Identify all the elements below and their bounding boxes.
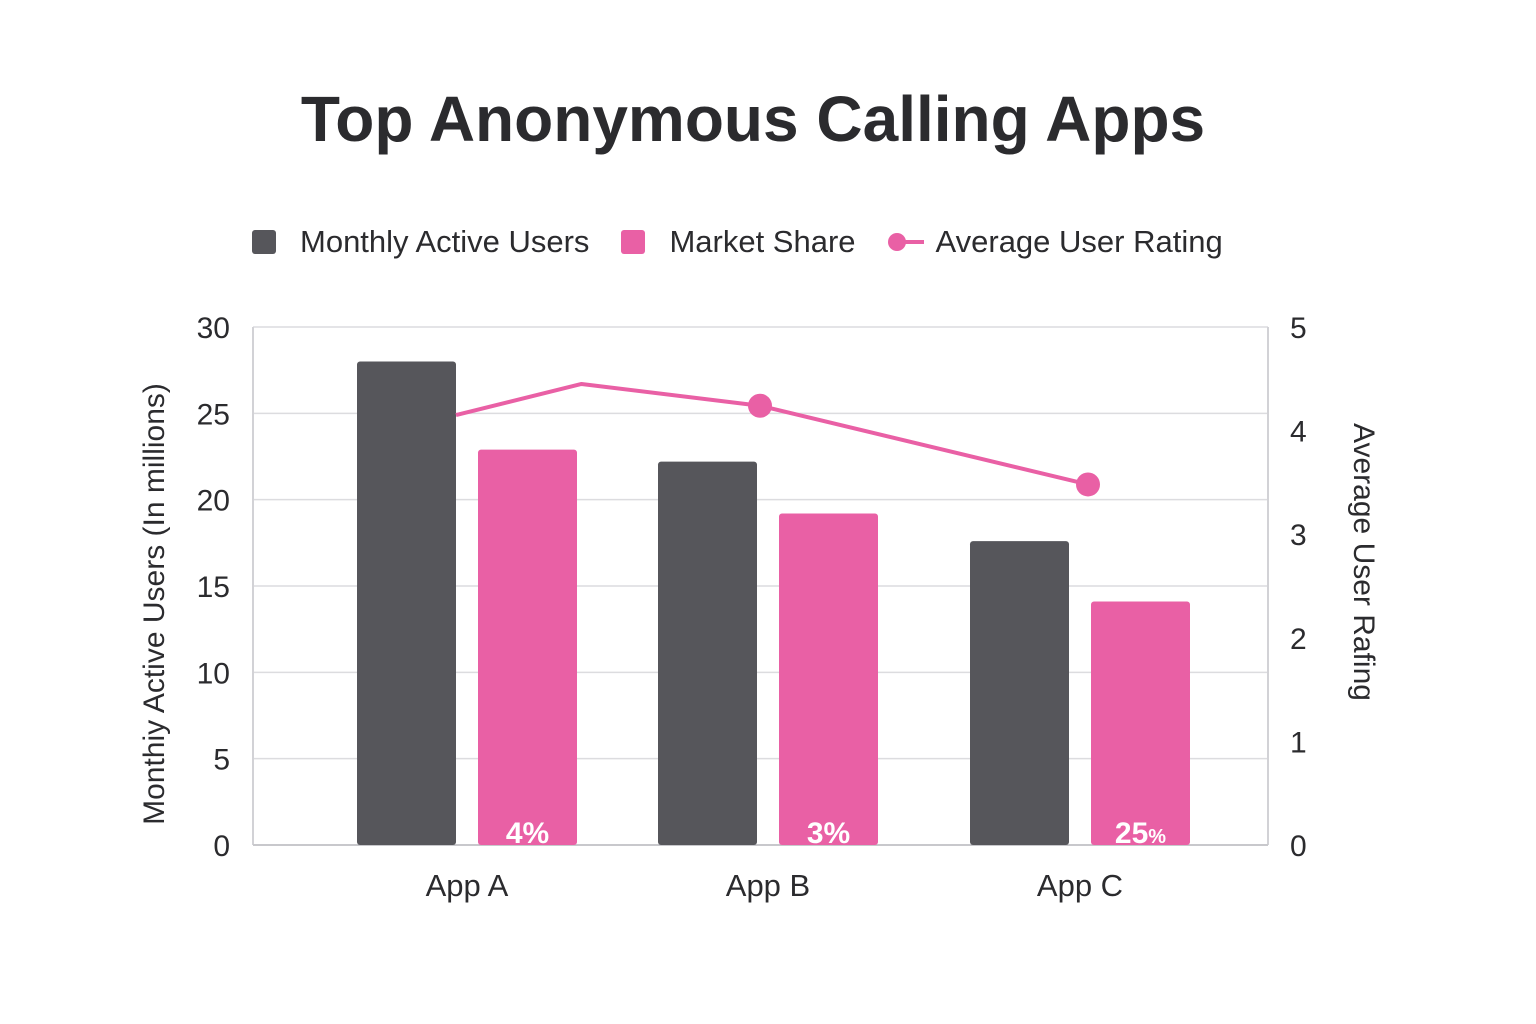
y-tick-label: 10 [197,657,230,690]
legend-item-market-share: Market Share [621,224,856,260]
y-tick-label: 30 [197,312,230,345]
y2-tick-label: 4 [1290,416,1307,449]
legend-line-marker-icon [887,230,924,254]
x-tick-label: App B [726,868,810,903]
y2-axis-label: Average User Rafing [1347,423,1380,701]
line-average-user-rating [455,381,1089,487]
y2-tick-label: 5 [1290,312,1307,345]
bar-monthly-active-users [357,361,456,845]
x-tick-label: App A [426,868,509,903]
x-tick-label: App C [1037,868,1123,903]
bar-monthly-active-users [970,541,1069,845]
legend-label-monthly-active-users: Monthly Active Users [300,224,590,259]
point-average-user-rating [1076,472,1100,497]
bar-market-share [478,449,577,845]
legend-item-average-user-rating: Average User Rating [887,224,1223,260]
y-tick-label: 20 [197,485,230,518]
y2-tick-label: 3 [1290,519,1307,552]
y-tick-label: 5 [213,744,230,777]
bar-monthly-active-users [658,461,757,845]
bar-market-share [1091,601,1190,845]
y2-tick-label: 1 [1290,726,1307,759]
y-tick-label: 25 [197,398,230,431]
chart-title: Top Anonymous Calling Apps [300,83,1206,155]
legend-item-monthly-active-users: Monthly Active Users [252,224,589,260]
bar-data-label: 4% [506,817,549,850]
legend-swatch-monthly-active-users [252,230,276,254]
bar-market-share [779,513,878,845]
legend-label-average-user-rating: Average User Rating [935,224,1223,259]
legend: Monthly Active Users Market Share Averag… [252,222,1255,262]
bar-data-label-suffix: % [1148,826,1166,848]
legend-swatch-market-share [621,230,646,254]
y-tick-label: 0 [213,830,230,863]
y-tick-label: 15 [197,571,230,604]
y2-tick-label: 0 [1290,830,1307,863]
y2-tick-label: 2 [1290,623,1307,656]
legend-label-market-share: Market Share [669,224,856,259]
point-average-user-rating [748,393,772,418]
y-axis-label: Monthiy Active Users (In millions) [138,383,171,825]
bar-data-label: 3% [807,817,850,850]
